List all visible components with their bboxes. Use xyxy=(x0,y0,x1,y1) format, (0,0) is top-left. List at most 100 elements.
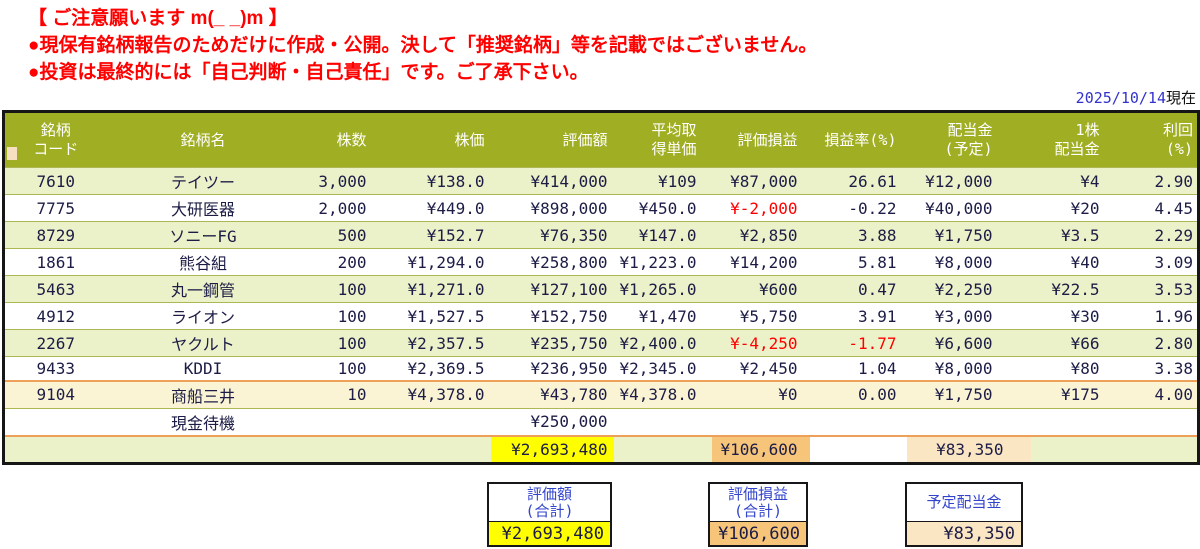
cell-price[interactable]: ¥2,357.5 xyxy=(389,329,491,357)
cell-pl_pct[interactable]: -1.77 xyxy=(809,329,907,357)
total-cell-avg_cost[interactable] xyxy=(613,434,712,464)
cell-value[interactable]: ¥898,000 xyxy=(490,194,614,222)
cell-avg_cost[interactable]: ¥1,265.0 xyxy=(613,275,712,303)
cell-name[interactable]: ライオン xyxy=(106,302,300,330)
cell-avg_cost[interactable]: ¥2,400.0 xyxy=(613,329,712,357)
col-header-value[interactable]: 評価額 xyxy=(490,111,614,168)
cell-avg_cost[interactable]: ¥109 xyxy=(613,167,712,195)
cell-pl[interactable]: ¥2,450 xyxy=(711,356,810,381)
cell-dividend[interactable]: ¥8,000 xyxy=(906,248,1031,276)
cell-yield[interactable]: 2.80 xyxy=(1125,329,1199,357)
cell-shares[interactable] xyxy=(299,407,390,436)
col-header-code[interactable]: 銘柄 コード xyxy=(3,111,107,168)
cell-shares[interactable]: 100 xyxy=(299,356,390,381)
cell-price[interactable]: ¥152.7 xyxy=(389,221,491,249)
cell-shares[interactable]: 100 xyxy=(299,275,390,303)
col-header-pl_pct[interactable]: 損益率(%) xyxy=(809,111,907,168)
total-cell-div_per_share[interactable] xyxy=(1030,434,1126,464)
col-header-shares[interactable]: 株数 xyxy=(299,111,390,168)
cell-div_per_share[interactable]: ¥3.5 xyxy=(1030,221,1126,249)
cell-avg_cost[interactable] xyxy=(613,407,712,436)
total-cell-pl_pct[interactable] xyxy=(809,434,907,464)
cell-code[interactable]: 9433 xyxy=(3,356,107,381)
cell-shares[interactable]: 2,000 xyxy=(299,194,390,222)
cell-dividend[interactable]: ¥40,000 xyxy=(906,194,1031,222)
cell-price[interactable]: ¥1,294.0 xyxy=(389,248,491,276)
cell-value[interactable]: ¥43,780 xyxy=(490,379,614,408)
total-cell-shares[interactable] xyxy=(299,434,390,464)
cell-price[interactable]: ¥138.0 xyxy=(389,167,491,195)
cell-name[interactable]: KDDI xyxy=(106,356,300,381)
cell-pl_pct[interactable]: 26.61 xyxy=(809,167,907,195)
cell-pl_pct[interactable]: 3.88 xyxy=(809,221,907,249)
cell-avg_cost[interactable]: ¥147.0 xyxy=(613,221,712,249)
cell-pl_pct[interactable]: 0.00 xyxy=(809,379,907,408)
total-value-highlight[interactable]: ¥2,693,480 xyxy=(490,434,614,464)
cell-avg_cost[interactable]: ¥2,345.0 xyxy=(613,356,712,381)
cell-yield[interactable]: 4.00 xyxy=(1125,379,1199,408)
cell-dividend[interactable]: ¥8,000 xyxy=(906,356,1031,381)
cell-name[interactable]: 大研医器 xyxy=(106,194,300,222)
cell-pl_pct[interactable]: 3.91 xyxy=(809,302,907,330)
cell-pl_pct[interactable]: 1.04 xyxy=(809,356,907,381)
cell-pl[interactable]: ¥87,000 xyxy=(711,167,810,195)
total-cell-name[interactable] xyxy=(106,434,300,464)
cell-value[interactable]: ¥76,350 xyxy=(490,221,614,249)
cell-value[interactable]: ¥250,000 xyxy=(490,407,614,436)
cell-pl_pct[interactable]: 0.47 xyxy=(809,275,907,303)
cell-div_per_share[interactable]: ¥20 xyxy=(1030,194,1126,222)
col-header-pl[interactable]: 評価損益 xyxy=(711,111,810,168)
cell-code[interactable]: 8729 xyxy=(3,221,107,249)
total-pl-highlight[interactable]: ¥106,600 xyxy=(711,434,810,464)
cell-value[interactable]: ¥414,000 xyxy=(490,167,614,195)
cell-shares[interactable]: 100 xyxy=(299,329,390,357)
cell-dividend[interactable]: ¥1,750 xyxy=(906,221,1031,249)
cell-div_per_share[interactable]: ¥22.5 xyxy=(1030,275,1126,303)
cell-price[interactable]: ¥4,378.0 xyxy=(389,379,491,408)
cell-value[interactable]: ¥258,800 xyxy=(490,248,614,276)
cell-div_per_share[interactable]: ¥40 xyxy=(1030,248,1126,276)
total-cell-code[interactable] xyxy=(3,434,107,464)
cell-avg_cost[interactable]: ¥450.0 xyxy=(613,194,712,222)
planned-dividend-box-label[interactable]: 予定配当金 xyxy=(907,484,1021,521)
cell-code[interactable]: 2267 xyxy=(3,329,107,357)
col-header-price[interactable]: 株価 xyxy=(389,111,491,168)
cell-yield[interactable]: 3.09 xyxy=(1125,248,1199,276)
cell-price[interactable]: ¥1,527.5 xyxy=(389,302,491,330)
cell-value[interactable]: ¥236,950 xyxy=(490,356,614,381)
cell-code[interactable]: 7775 xyxy=(3,194,107,222)
col-header-avg_cost[interactable]: 平均取 得単価 xyxy=(613,111,712,168)
cell-value[interactable]: ¥235,750 xyxy=(490,329,614,357)
planned-dividend-box-value[interactable]: ¥83,350 xyxy=(907,521,1021,545)
cell-div_per_share[interactable]: ¥4 xyxy=(1030,167,1126,195)
cell-price[interactable]: ¥1,271.0 xyxy=(389,275,491,303)
cell-pl[interactable]: ¥0 xyxy=(711,379,810,408)
cell-yield[interactable]: 3.38 xyxy=(1125,356,1199,381)
cell-value[interactable]: ¥127,100 xyxy=(490,275,614,303)
col-header-name[interactable]: 銘柄名 xyxy=(106,111,300,168)
cell-dividend[interactable]: ¥3,000 xyxy=(906,302,1031,330)
cell-name[interactable]: ソニーFG xyxy=(106,221,300,249)
cell-pl[interactable]: ¥14,200 xyxy=(711,248,810,276)
total-pl-box-value[interactable]: ¥106,600 xyxy=(710,521,806,545)
cell-value[interactable]: ¥152,750 xyxy=(490,302,614,330)
cell-name[interactable]: 現金待機 xyxy=(106,407,300,436)
cell-pl[interactable]: ¥2,850 xyxy=(711,221,810,249)
cell-dividend[interactable]: ¥2,250 xyxy=(906,275,1031,303)
cell-shares[interactable]: 100 xyxy=(299,302,390,330)
cell-code[interactable]: 4912 xyxy=(3,302,107,330)
cell-yield[interactable]: 3.53 xyxy=(1125,275,1199,303)
cell-yield[interactable]: 2.90 xyxy=(1125,167,1199,195)
cell-pl[interactable]: ¥5,750 xyxy=(711,302,810,330)
cell-yield[interactable]: 1.96 xyxy=(1125,302,1199,330)
cell-pl[interactable]: ¥-2,000 xyxy=(711,194,810,222)
cell-shares[interactable]: 500 xyxy=(299,221,390,249)
cell-pl_pct[interactable] xyxy=(809,407,907,436)
cell-shares[interactable]: 3,000 xyxy=(299,167,390,195)
cell-yield[interactable]: 4.45 xyxy=(1125,194,1199,222)
cell-avg_cost[interactable]: ¥1,470 xyxy=(613,302,712,330)
col-header-div_per_share[interactable]: 1株 配当金 xyxy=(1030,111,1126,168)
cell-code[interactable]: 1861 xyxy=(3,248,107,276)
cell-dividend[interactable]: ¥6,600 xyxy=(906,329,1031,357)
total-value-box-value[interactable]: ¥2,693,480 xyxy=(489,521,610,545)
